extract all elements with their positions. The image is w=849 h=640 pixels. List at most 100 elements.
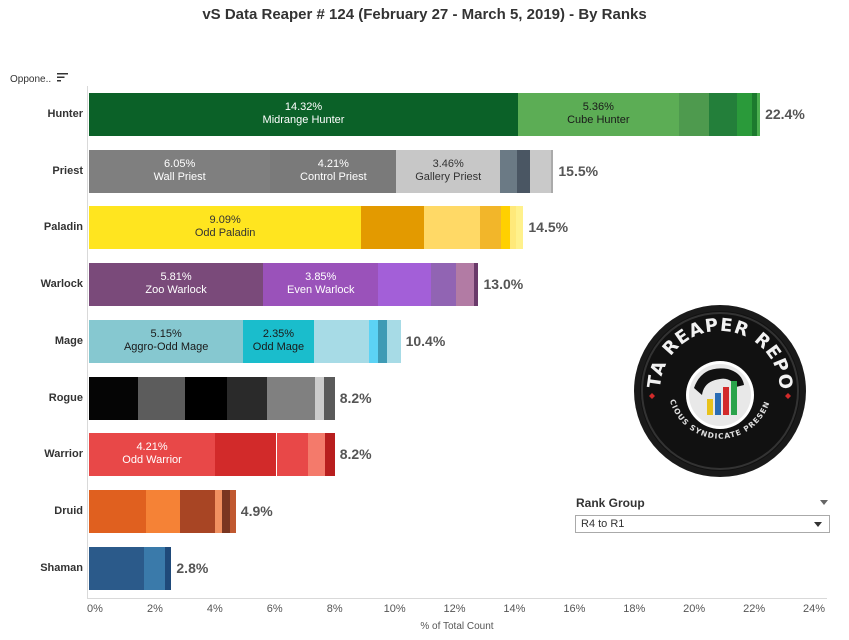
segment-data-label: 5.81% Zoo Warlock [89, 271, 263, 297]
row-total-label-mage: 10.4% [405, 332, 446, 349]
x-tick-label: 2% [146, 603, 163, 615]
bar-segment-shaman-2[interactable] [165, 547, 172, 590]
bar-segment-druid-1[interactable] [145, 490, 181, 533]
x-tick-label: 10% [383, 603, 406, 615]
bar-segment-paladin-3[interactable] [479, 206, 501, 249]
row-total-label-paladin: 14.5% [528, 218, 569, 235]
bar-segment-paladin-0[interactable] [89, 206, 362, 249]
segment-value-label: 5.15% [150, 328, 182, 340]
bar-segment-hunter-5[interactable] [752, 93, 757, 136]
bar-segment-warrior-0[interactable] [89, 433, 216, 476]
bar-segment-mage-1[interactable] [243, 320, 314, 363]
bar-segment-hunter-1[interactable] [518, 93, 679, 136]
segment-value-label: 2.35% [262, 328, 295, 340]
bar-segment-priest-6[interactable] [551, 150, 554, 193]
bar-segment-paladin-2[interactable] [424, 206, 480, 249]
row-total-label-hunter: 22.4% [765, 105, 805, 122]
bar-segment-paladin-4[interactable] [500, 206, 510, 249]
x-tick-label: 0% [87, 603, 103, 615]
bar-segment-priest-4[interactable] [516, 150, 530, 193]
rank-group-menu-caret-icon[interactable] [820, 500, 828, 505]
bar-segment-rogue-3[interactable] [226, 377, 268, 420]
bar-segment-paladin-6[interactable] [515, 206, 524, 249]
bar-segment-mage-3[interactable] [369, 320, 379, 363]
bar-segment-rogue-2[interactable] [184, 377, 227, 420]
row-header-label: Oppone.. [10, 74, 52, 85]
bar-segment-hunter-2[interactable] [678, 93, 709, 136]
x-tick-label: 12% [443, 603, 466, 615]
chart-title: vS Data Reaper # 124 (February 27 - Marc… [202, 6, 647, 23]
bar-segment-druid-2[interactable] [180, 490, 215, 533]
bar-segment-hunter-3[interactable] [708, 93, 738, 136]
rank-group-title: Rank Group [576, 496, 645, 510]
row-label-rogue: Rogue [48, 391, 83, 404]
row-label-hunter: Hunter [47, 107, 83, 120]
segment-data-label: 3.85% Even Warlock [263, 271, 378, 297]
bar-segment-warlock-0[interactable] [89, 263, 264, 306]
bar-segment-paladin-1[interactable] [361, 206, 425, 249]
segment-value-label: 3.85% [305, 271, 337, 283]
segment-archetype-label: Odd Paladin [194, 227, 256, 239]
rank-group-dropdown[interactable]: R4 to R1 [575, 515, 830, 533]
bar-segment-rogue-6[interactable] [324, 377, 335, 420]
segment-archetype-label: Control Priest [300, 171, 367, 183]
bar-segment-hunter-4[interactable] [737, 93, 752, 136]
segment-value-label: 5.81% [160, 271, 192, 283]
bar-segment-rogue-5[interactable] [315, 377, 325, 420]
bar-segment-rogue-1[interactable] [138, 377, 185, 420]
row-total-label-rogue: 8.2% [339, 389, 372, 406]
bar-segment-rogue-0[interactable] [89, 377, 139, 420]
row-label-paladin: Paladin [43, 220, 83, 233]
bar-segment-hunter-0[interactable] [89, 93, 518, 136]
row-label-priest: Priest [52, 164, 83, 177]
row-label-druid: Druid [54, 504, 83, 517]
row-total-label-shaman: 2.8% [176, 559, 209, 576]
bar-segment-warrior-4[interactable] [324, 433, 335, 476]
bar-segment-warlock-3[interactable] [430, 263, 457, 306]
segment-archetype-label: Gallery Priest [415, 171, 482, 183]
x-axis-label: % of Total Count [420, 621, 494, 632]
segment-archetype-label: Wall Priest [153, 171, 206, 183]
x-axis-line [87, 598, 827, 599]
bar-segment-druid-0[interactable] [89, 490, 146, 533]
bar-segment-priest-0[interactable] [89, 150, 271, 193]
bar-segment-warrior-1[interactable] [215, 433, 277, 476]
bar-segment-shaman-0[interactable] [89, 547, 145, 590]
bar-segment-priest-3[interactable] [500, 150, 517, 193]
bar-segment-warlock-2[interactable] [378, 263, 431, 306]
bar-segment-druid-5[interactable] [229, 490, 236, 533]
segment-archetype-label: Zoo Warlock [145, 284, 207, 296]
bar-segment-warrior-3[interactable] [308, 433, 325, 476]
segment-value-label: 9.09% [209, 214, 241, 226]
bar-segment-priest-2[interactable] [396, 150, 501, 193]
bar-segment-rogue-4[interactable] [267, 377, 316, 420]
row-label-warrior: Warrior [44, 447, 83, 460]
bar-segment-warlock-4[interactable] [456, 263, 475, 306]
bar-segment-mage-4[interactable] [378, 320, 388, 363]
sort-icon[interactable] [57, 72, 69, 82]
x-tick-label: 8% [326, 603, 343, 615]
segment-value-label: 14.32% [284, 101, 323, 113]
bar-segment-shaman-1[interactable] [144, 547, 166, 590]
bar-segment-mage-2[interactable] [313, 320, 370, 363]
bar-segment-warrior-2[interactable] [276, 433, 308, 476]
bar-segment-warlock-1[interactable] [263, 263, 379, 306]
segment-archetype-label: Cube Hunter [567, 114, 630, 126]
bar-segment-hunter-6[interactable] [756, 93, 761, 136]
bar-segment-druid-4[interactable] [222, 490, 230, 533]
bar-segment-warlock-5[interactable] [474, 263, 479, 306]
bar-segment-priest-1[interactable] [270, 150, 397, 193]
segment-archetype-label: Aggro-Odd Mage [123, 341, 209, 353]
row-total-label-druid: 4.9% [240, 502, 273, 519]
segment-archetype-label: Midrange Hunter [262, 114, 345, 126]
segment-data-label: 9.09% Odd Paladin [89, 214, 361, 240]
bar-segment-druid-3[interactable] [214, 490, 223, 533]
row-label-mage: Mage [54, 334, 83, 347]
bar-segment-paladin-5[interactable] [509, 206, 516, 249]
bar-segment-mage-5[interactable] [387, 320, 401, 363]
rank-group-selected-value: R4 to R1 [581, 518, 625, 530]
bar-segment-mage-0[interactable] [89, 320, 244, 363]
row-total-label-warlock: 13.0% [483, 275, 524, 292]
bar-segment-priest-5[interactable] [530, 150, 551, 193]
row-total-label-warrior: 8.2% [339, 445, 372, 462]
